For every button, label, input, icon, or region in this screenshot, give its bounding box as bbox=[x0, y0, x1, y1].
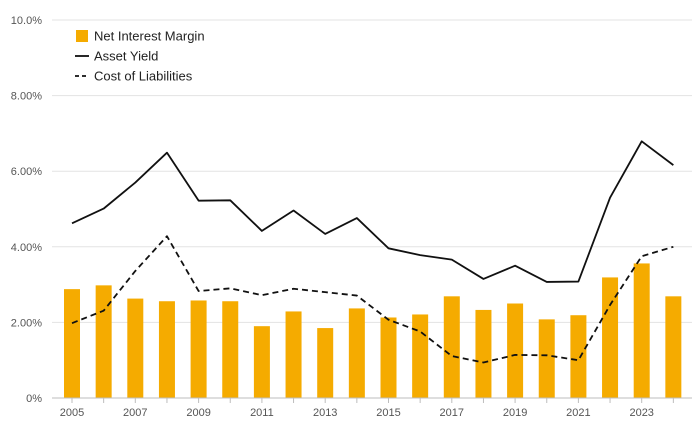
x-tick-label: 2011 bbox=[250, 407, 274, 419]
y-tick-label: 6.00% bbox=[11, 166, 42, 178]
bar bbox=[412, 314, 429, 398]
bar bbox=[95, 285, 112, 398]
y-tick-label: 0% bbox=[26, 393, 42, 405]
y-tick-label: 8.00% bbox=[11, 91, 42, 103]
bar bbox=[348, 308, 365, 398]
axes: 0% 2.00% 4.00% 6.00% 8.00% 10.0% 2005 2007 2009 2… bbox=[11, 15, 692, 419]
x-tick-label: 2021 bbox=[566, 407, 590, 419]
x-tick-label: 2019 bbox=[503, 407, 527, 419]
bar bbox=[507, 303, 524, 398]
legend-label-asset-yield: Asset Yield bbox=[94, 49, 158, 64]
legend-swatch-net-interest-margin bbox=[76, 30, 88, 42]
series-line-cost-of-liabilities bbox=[71, 235, 674, 364]
x-tick-label: 2005 bbox=[60, 407, 84, 419]
x-tick-label: 2015 bbox=[376, 407, 400, 419]
bar bbox=[190, 300, 207, 398]
x-tick-label: 2023 bbox=[629, 407, 653, 419]
bar bbox=[380, 317, 397, 398]
x-tick-label: 2013 bbox=[313, 407, 337, 419]
y-tick-label: 4.00% bbox=[11, 242, 42, 254]
bar bbox=[570, 315, 587, 398]
bar bbox=[64, 289, 80, 398]
bar bbox=[633, 263, 650, 398]
x-tick-label: 2017 bbox=[440, 407, 464, 419]
bar bbox=[127, 298, 144, 398]
bar-series-net-interest-margin bbox=[64, 263, 682, 398]
x-tick-label: 2009 bbox=[186, 407, 210, 419]
bar bbox=[602, 277, 619, 398]
line-series bbox=[71, 140, 674, 364]
bar bbox=[253, 326, 270, 398]
x-tick-label: 2007 bbox=[123, 407, 147, 419]
bar bbox=[158, 301, 175, 398]
legend-label-cost-of-liabilities: Cost of Liabilities bbox=[94, 69, 193, 84]
bar bbox=[475, 309, 492, 398]
y-tick-label: 10.0% bbox=[11, 15, 42, 27]
y-tick-label: 2.00% bbox=[11, 317, 42, 329]
bar bbox=[443, 296, 460, 398]
legend: Net Interest Margin Asset Yield Cost of Li… bbox=[75, 29, 205, 84]
bar bbox=[285, 311, 302, 398]
legend-label-net-interest-margin: Net Interest Margin bbox=[94, 29, 205, 44]
bar bbox=[665, 296, 682, 398]
bar bbox=[538, 319, 555, 398]
series-line-asset-yield bbox=[71, 140, 674, 283]
bar bbox=[222, 301, 239, 398]
bar bbox=[317, 328, 334, 398]
